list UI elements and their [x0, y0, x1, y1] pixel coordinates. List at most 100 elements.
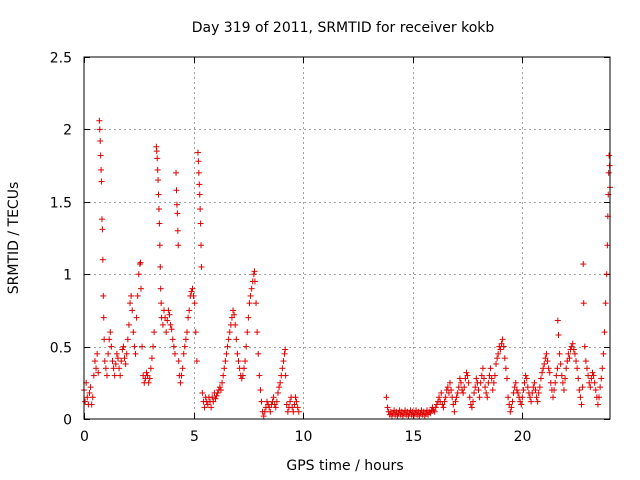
- data-point: [106, 336, 113, 343]
- data-point: [416, 413, 423, 420]
- data-point: [405, 413, 412, 420]
- data-point: [571, 350, 578, 357]
- data-point: [517, 398, 524, 405]
- data-point: [466, 394, 473, 401]
- data-point: [164, 317, 171, 324]
- data-point: [208, 404, 215, 411]
- data-point: [540, 365, 547, 372]
- data-point: [260, 413, 267, 420]
- data-point: [543, 350, 550, 357]
- data-point: [267, 408, 274, 415]
- plot-frame: [83, 56, 611, 420]
- data-point: [427, 410, 434, 417]
- data-point: [131, 343, 138, 350]
- data-point: [261, 408, 268, 415]
- tick-labels: 0 5 10 15 20 0 0.5 1 1.5 2 2.5: [50, 51, 532, 446]
- data-point: [137, 259, 144, 266]
- data-point: [184, 329, 191, 336]
- data-point: [186, 307, 193, 314]
- data-point: [502, 365, 509, 372]
- data-point: [245, 314, 252, 321]
- data-point: [139, 343, 146, 350]
- data-point: [533, 394, 540, 401]
- data-point: [535, 389, 542, 396]
- data-point: [604, 242, 611, 249]
- data-point: [581, 343, 588, 350]
- data-point: [440, 404, 447, 411]
- data-point: [137, 285, 144, 292]
- data-point: [146, 375, 153, 382]
- data-point: [514, 389, 521, 396]
- y-tick-label: 2: [63, 123, 72, 139]
- data-point: [582, 358, 589, 365]
- data-point: [90, 372, 97, 379]
- data-point: [432, 404, 439, 411]
- y-tick-label: 0: [63, 413, 72, 429]
- data-point: [107, 329, 114, 336]
- data-point: [88, 401, 95, 408]
- data-point: [287, 398, 294, 405]
- x-axis-label: GPS time / hours: [286, 458, 403, 474]
- data-point: [480, 375, 487, 382]
- data-point: [578, 401, 585, 408]
- data-point: [157, 285, 164, 292]
- data-point: [156, 220, 163, 227]
- data-point: [576, 387, 583, 394]
- data-point: [606, 152, 613, 159]
- data-point: [223, 350, 230, 357]
- data-point: [188, 288, 195, 295]
- data-point: [421, 413, 428, 420]
- data-point: [235, 358, 242, 365]
- data-point: [488, 375, 495, 382]
- data-point: [169, 336, 176, 343]
- data-point: [596, 394, 603, 401]
- data-point: [117, 372, 124, 379]
- data-point: [597, 384, 604, 391]
- y-tick-label: 1.5: [50, 196, 72, 212]
- data-point: [471, 389, 478, 396]
- data-point: [483, 389, 490, 396]
- data-point: [453, 394, 460, 401]
- data-point: [279, 365, 286, 372]
- data-point: [239, 372, 246, 379]
- data-point: [501, 355, 508, 362]
- data-point: [394, 413, 401, 420]
- data-point: [100, 292, 107, 299]
- data-point: [536, 384, 543, 391]
- data-point: [189, 285, 196, 292]
- data-point: [583, 365, 590, 372]
- data-point: [155, 206, 162, 213]
- data-point: [482, 384, 489, 391]
- data-point: [171, 350, 178, 357]
- data-point: [147, 365, 154, 372]
- data-point: [127, 300, 134, 307]
- data-point: [157, 263, 164, 270]
- data-point: [213, 392, 220, 399]
- data-point: [447, 379, 454, 386]
- data-point: [465, 379, 472, 386]
- data-point: [590, 372, 597, 379]
- data-point: [134, 292, 141, 299]
- data-point: [293, 398, 300, 405]
- data-point: [560, 387, 567, 394]
- data-point: [594, 401, 601, 408]
- data-point: [451, 408, 458, 415]
- data-point: [197, 220, 204, 227]
- data-point: [557, 360, 564, 367]
- data-point: [410, 413, 417, 420]
- data-point: [247, 292, 254, 299]
- data-point: [153, 148, 160, 155]
- data-point: [250, 271, 257, 278]
- data-point: [104, 372, 111, 379]
- data-point: [282, 346, 289, 353]
- data-point: [282, 372, 289, 379]
- data-point: [384, 404, 391, 411]
- data-point: [273, 398, 280, 405]
- data-point: [551, 387, 558, 394]
- data-point: [484, 394, 491, 401]
- data-point: [214, 389, 221, 396]
- data-point: [168, 326, 175, 333]
- data-point: [294, 404, 301, 411]
- data-point: [251, 268, 258, 275]
- data-point: [177, 379, 184, 386]
